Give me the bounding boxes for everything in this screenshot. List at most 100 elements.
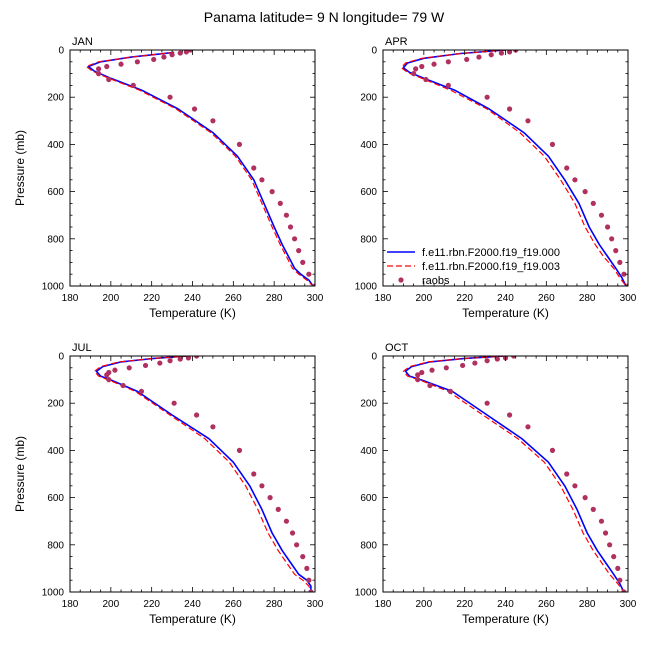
raobs-point [296, 248, 302, 254]
raobs-point [419, 369, 425, 376]
raobs-point [236, 141, 243, 147]
y-tick-label: 0 [371, 46, 377, 57]
raobs-point [185, 356, 192, 361]
raobs-point [300, 259, 306, 265]
raobs-point [306, 271, 312, 277]
raobs-point [590, 200, 596, 206]
raobs-point [615, 565, 621, 572]
x-tick-label: 260 [538, 599, 555, 610]
raobs-point [525, 118, 531, 124]
series-line-model-003 [402, 356, 625, 592]
raobs-point [183, 50, 189, 55]
raobs-point [275, 506, 281, 512]
series-line-model-000 [95, 356, 312, 592]
raobs-point [564, 471, 570, 477]
raobs-point [590, 506, 596, 512]
legend-item: f.e11.rbn.F2000.f19_f19.000 [387, 247, 560, 259]
chart-panel-jan: 180 200 220 240 260 280 300 0 200 400 600 800 1000 JA… [13, 36, 324, 320]
raobs-point [549, 447, 556, 453]
raobs-point [277, 200, 283, 206]
x-tick-label: 240 [497, 599, 514, 610]
series-line-model-003 [85, 51, 314, 286]
raobs-point [415, 377, 421, 383]
y-tick-label: 200 [47, 399, 64, 410]
x-tick-label: 200 [102, 599, 119, 610]
y-tick-label: 200 [47, 93, 64, 104]
y-tick-label: 1000 [42, 282, 65, 293]
y-tick-label: 600 [47, 187, 64, 198]
raobs-point [476, 54, 482, 60]
y-tick-label: 800 [360, 540, 377, 551]
chart-panel-apr: 180 200 220 240 260 280 300 0 200 400 600 800 1000 AP… [355, 36, 637, 320]
y-tick-label: 800 [47, 540, 64, 551]
raobs-point [151, 56, 157, 63]
raobs-point [598, 518, 605, 524]
y-tick-label: 0 [58, 46, 64, 57]
x-tick-label: 200 [415, 293, 432, 304]
raobs-point [167, 358, 173, 364]
raobs-point [602, 530, 609, 536]
raobs-point [617, 259, 623, 265]
raobs-point [210, 424, 216, 430]
raobs-point [120, 382, 126, 389]
raobs-point [167, 94, 173, 100]
x-tick-label: 280 [579, 599, 596, 610]
series-line-model-003 [93, 356, 312, 592]
raobs-point [210, 118, 216, 124]
raobs-point [161, 54, 167, 60]
raobs-point [157, 360, 163, 366]
raobs-point [415, 372, 421, 378]
raobs-point [138, 388, 145, 394]
raobs-point [598, 212, 605, 218]
raobs-point [193, 412, 200, 418]
raobs-point [104, 63, 110, 70]
x-tick-label: 220 [456, 293, 473, 304]
x-tick-label: 300 [620, 293, 637, 304]
raobs-point [484, 358, 490, 364]
raobs-point [604, 224, 611, 230]
raobs-point [564, 165, 570, 171]
raobs-point [429, 367, 435, 373]
raobs-point [236, 447, 243, 453]
raobs-point [484, 400, 490, 406]
x-tick-label: 240 [184, 599, 201, 610]
raobs-point [187, 50, 194, 53]
y-tick-label: 400 [47, 446, 64, 457]
legend-raobs-marker [398, 277, 404, 283]
x-tick-label: 280 [266, 599, 283, 610]
plot-frame [69, 49, 316, 287]
raobs-point [269, 189, 275, 195]
y-tick-label: 400 [360, 446, 377, 457]
raobs-point [506, 106, 513, 112]
raobs-point [300, 554, 306, 560]
panel-title: JUL [72, 342, 92, 354]
raobs-point [472, 360, 478, 366]
raobs-point [427, 382, 433, 389]
raobs-point [484, 94, 490, 100]
y-tick-label: 400 [47, 140, 64, 151]
x-tick-label: 260 [225, 599, 242, 610]
x-tick-label: 280 [266, 293, 283, 304]
raobs-point [419, 63, 425, 70]
raobs-point [289, 530, 296, 536]
raobs-point [582, 189, 588, 195]
y-tick-label: 600 [360, 187, 377, 198]
raobs-point [130, 82, 136, 88]
plot-frame [69, 355, 316, 593]
raobs-point [464, 56, 470, 63]
raobs-point [423, 76, 429, 83]
raobs-point [283, 518, 290, 524]
raobs-point [267, 495, 273, 501]
raobs-point [617, 577, 623, 583]
y-axis-label: Pressure (mb) [13, 130, 27, 206]
raobs-point [460, 362, 466, 369]
raobs-point [613, 248, 619, 254]
raobs-point [106, 377, 112, 383]
x-tick-label: 300 [307, 293, 324, 304]
raobs-point [498, 50, 505, 56]
x-tick-label: 280 [579, 293, 596, 304]
figure-title: Panama latitude= 9 N longitude= 79 W [204, 9, 445, 25]
panel-title: OCT [385, 342, 409, 354]
raobs-point [488, 52, 494, 58]
raobs-point [572, 483, 578, 489]
